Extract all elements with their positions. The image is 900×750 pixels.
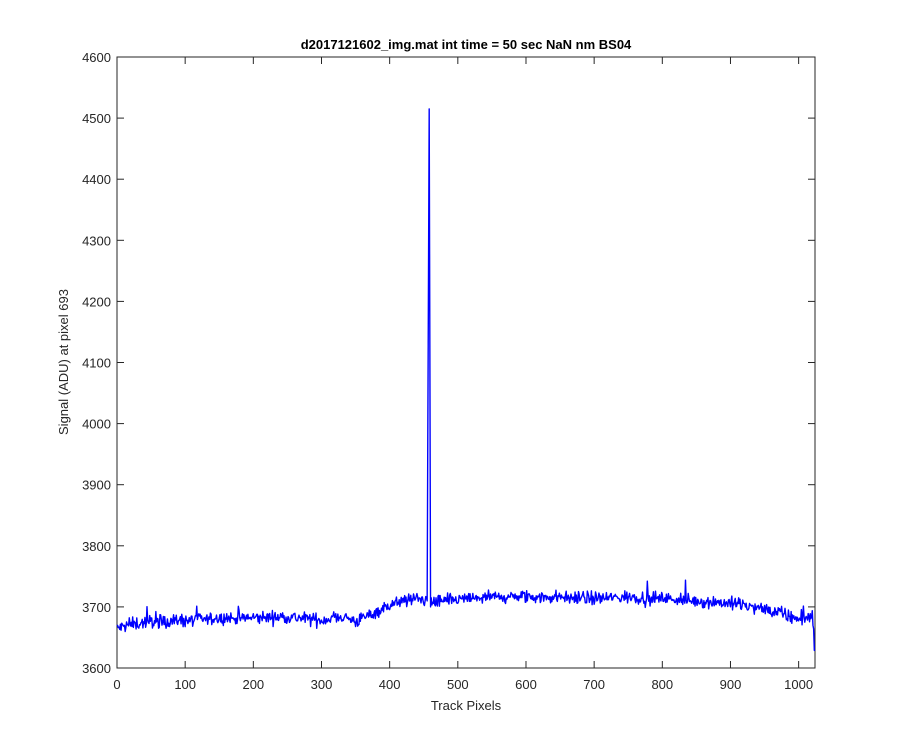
x-tick-label: 100 xyxy=(174,677,196,692)
x-tick-label: 900 xyxy=(720,677,742,692)
x-tick-label: 200 xyxy=(242,677,264,692)
x-tick-label: 0 xyxy=(113,677,120,692)
x-tick-label: 400 xyxy=(379,677,401,692)
x-tick-label: 500 xyxy=(447,677,469,692)
plot-area xyxy=(116,56,816,669)
y-axis-label: Signal (ADU) at pixel 693 xyxy=(56,289,71,435)
y-tick-label: 4400 xyxy=(82,172,111,187)
y-tick-label: 4600 xyxy=(82,50,111,65)
series-line xyxy=(116,108,816,652)
y-tick-label: 4000 xyxy=(82,417,111,432)
y-tick-label: 4100 xyxy=(82,356,111,371)
y-tick-label: 4200 xyxy=(82,294,111,309)
y-tick-label: 3800 xyxy=(82,539,111,554)
x-tick-label: 800 xyxy=(651,677,673,692)
series-layer xyxy=(116,108,816,652)
y-tick-label: 4300 xyxy=(82,233,111,248)
x-tick-label: 600 xyxy=(515,677,537,692)
x-tick-label: 300 xyxy=(311,677,333,692)
x-axis-label: Track Pixels xyxy=(431,698,502,713)
x-tick-label: 1000 xyxy=(784,677,813,692)
y-tick-label: 4500 xyxy=(82,111,111,126)
y-tick-label: 3600 xyxy=(82,661,111,676)
y-tick-label: 3900 xyxy=(82,478,111,493)
axis-ticks: 0 100 200 300 400 500 600 700 800 900 1000 3600 3700… xyxy=(82,50,815,692)
x-tick-label: 700 xyxy=(583,677,605,692)
chart-title: d2017121602_img.mat int time = 50 sec Na… xyxy=(301,37,632,52)
y-tick-label: 3700 xyxy=(82,600,111,615)
